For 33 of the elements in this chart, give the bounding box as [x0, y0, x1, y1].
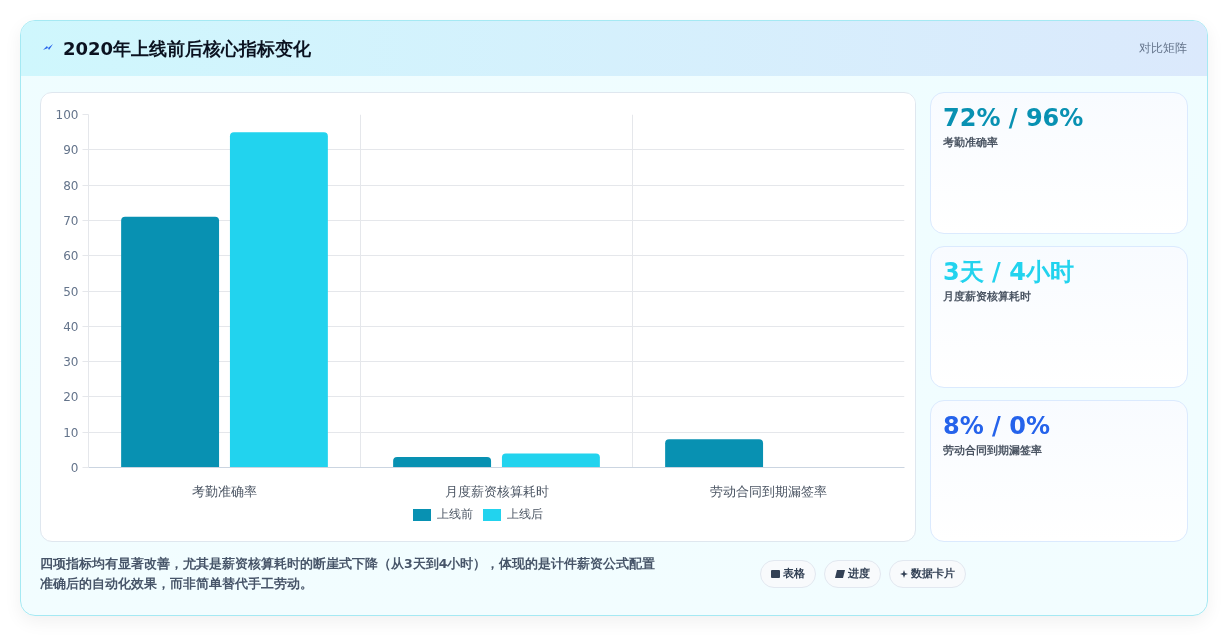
- y-tick-label: 70: [63, 213, 79, 228]
- bar: [501, 453, 600, 468]
- y-tick-label: 20: [63, 390, 79, 405]
- chart-title: 2020年上线前后核心指标变化: [63, 36, 312, 61]
- y-tick-label: 40: [63, 319, 79, 334]
- category-label: 劳动合同到期漏签率: [943, 443, 1043, 459]
- bar: [121, 216, 220, 468]
- text: 数据卡片: [889, 560, 966, 588]
- y-tick-label: 90: [63, 143, 79, 158]
- text: 表格: [760, 560, 816, 588]
- bar: [229, 132, 328, 468]
- x-tick-label: 考勤准确率: [192, 483, 257, 499]
- category-label: 考勤准确率: [943, 135, 999, 151]
- y-tick-label: 10: [63, 425, 79, 440]
- y-tick-label: 30: [63, 355, 79, 370]
- category-label: 月度薪资核算耗时: [943, 289, 1032, 305]
- text: 3天 / 4小时: [943, 258, 1074, 286]
- y-tick-label: 50: [63, 284, 79, 299]
- text: 8% / 0%: [943, 412, 1050, 440]
- x-tick-label: 劳动合同到期漏签率: [710, 483, 827, 499]
- bar: [393, 456, 492, 468]
- text: 对比矩阵: [1139, 39, 1187, 57]
- x-tick-label: 月度薪资核算耗时: [444, 483, 549, 499]
- text: 进度: [824, 560, 881, 588]
- text: 72% / 96%: [943, 104, 1084, 132]
- legend-label: 上线前: [437, 506, 473, 523]
- legend-label: 上线后: [507, 506, 543, 523]
- y-tick-label: 80: [63, 178, 79, 193]
- text: 四项指标均有显著改善，尤其是薪资核算耗时的断崖式下降（从3天到4小时），体现的是计件薪资公式配置准确后的自动化效果，而非简单替代手工劳动。: [40, 555, 657, 593]
- y-tick-label: 60: [63, 249, 79, 264]
- y-tick-label: 0: [70, 461, 79, 475]
- y-tick-label: 100: [55, 108, 79, 122]
- bar: [665, 439, 764, 468]
